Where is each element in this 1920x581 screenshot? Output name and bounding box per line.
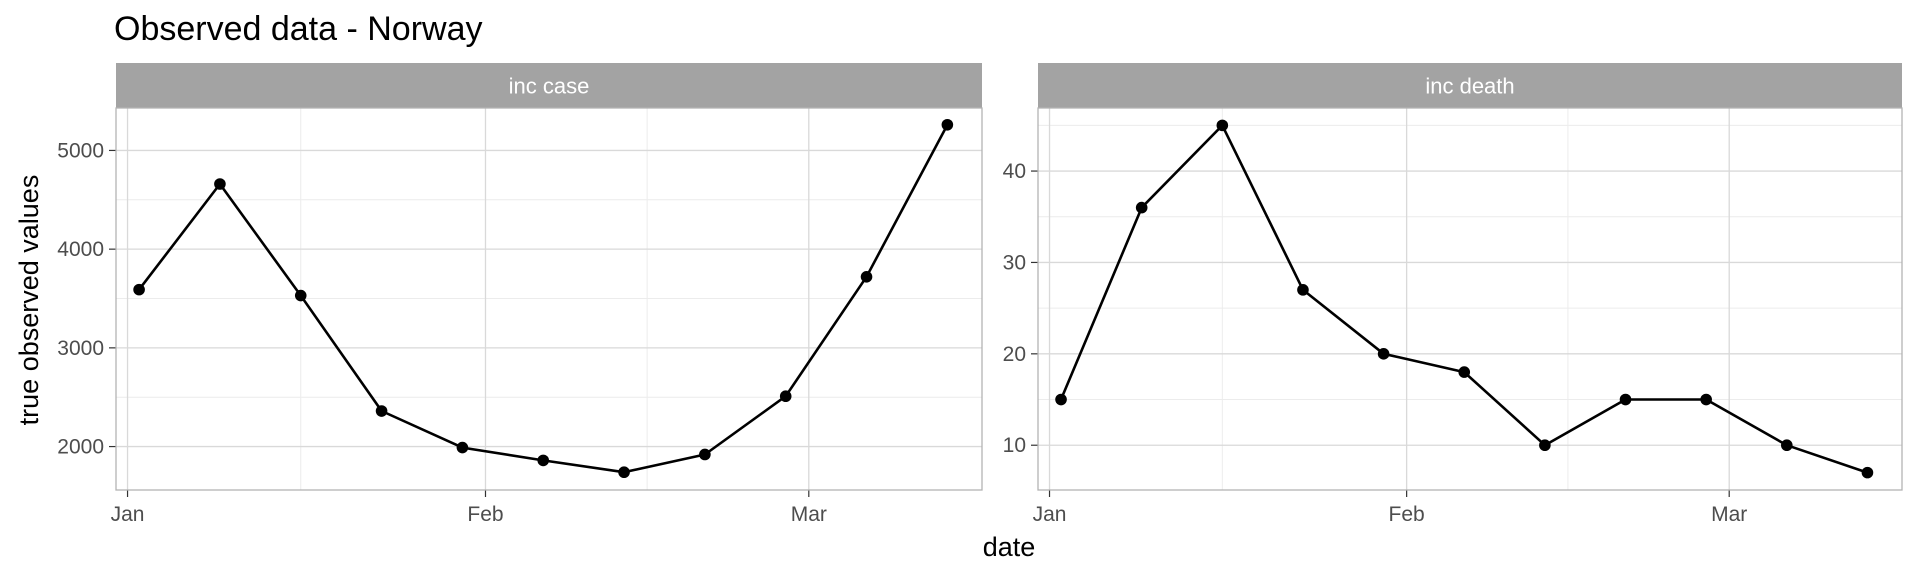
- data-point: [860, 270, 873, 283]
- chart-title: Observed data - Norway: [114, 10, 483, 48]
- plot-panel: [1038, 108, 1902, 490]
- y-tick-label: 4000: [57, 238, 104, 261]
- data-point: [1539, 439, 1551, 452]
- panel-border: [115, 107, 983, 491]
- y-tick-label: 30: [1003, 251, 1026, 274]
- data-point: [1861, 466, 1874, 479]
- y-tick-label: 40: [1003, 160, 1026, 183]
- data-point: [1700, 393, 1712, 406]
- panel-2: inc death 10 20 30 40 Jan Feb Mar: [1003, 63, 1903, 526]
- y-tick-label: 5000: [57, 139, 104, 162]
- data-point: [1055, 393, 1067, 406]
- data-point: [456, 441, 469, 454]
- panel-border: [1037, 107, 1903, 491]
- y-tick-label: 2000: [57, 436, 104, 459]
- panel-1: inc case 2000 3000 4000 5000 Jan Feb Mar: [57, 63, 983, 526]
- y-tick-label: 10: [1003, 434, 1026, 457]
- x-axis-label: date: [983, 532, 1036, 562]
- facet-strip-label: inc death: [1425, 74, 1514, 99]
- x-tick-label: Jan: [111, 503, 145, 526]
- data-point: [537, 454, 550, 467]
- data-point: [699, 448, 711, 461]
- data-point: [1781, 439, 1793, 452]
- data-point: [618, 466, 630, 479]
- facet-strip: [116, 63, 982, 108]
- data-point: [133, 283, 145, 296]
- data-point: [779, 390, 792, 403]
- data-point: [214, 178, 226, 190]
- y-tick-label: 3000: [57, 337, 104, 360]
- facet-strip: [1038, 63, 1902, 108]
- data-point: [1458, 366, 1471, 378]
- x-tick-label: Jan: [1033, 503, 1067, 526]
- data-point: [1216, 119, 1229, 132]
- data-point: [1377, 348, 1390, 360]
- data-point: [294, 289, 307, 302]
- x-tick-label: Mar: [1711, 503, 1747, 526]
- y-tick-label: 20: [1003, 343, 1026, 366]
- data-point: [1135, 201, 1148, 214]
- data-point: [375, 405, 388, 417]
- data-point: [1619, 393, 1632, 406]
- x-tick-label: Mar: [791, 503, 827, 526]
- y-axis-label: true observed values: [14, 175, 44, 426]
- x-tick-label: Feb: [1389, 503, 1425, 526]
- data-point: [941, 118, 954, 131]
- data-point: [1297, 284, 1309, 296]
- x-tick-label: Feb: [467, 503, 503, 526]
- facet-strip-label: inc case: [509, 74, 590, 99]
